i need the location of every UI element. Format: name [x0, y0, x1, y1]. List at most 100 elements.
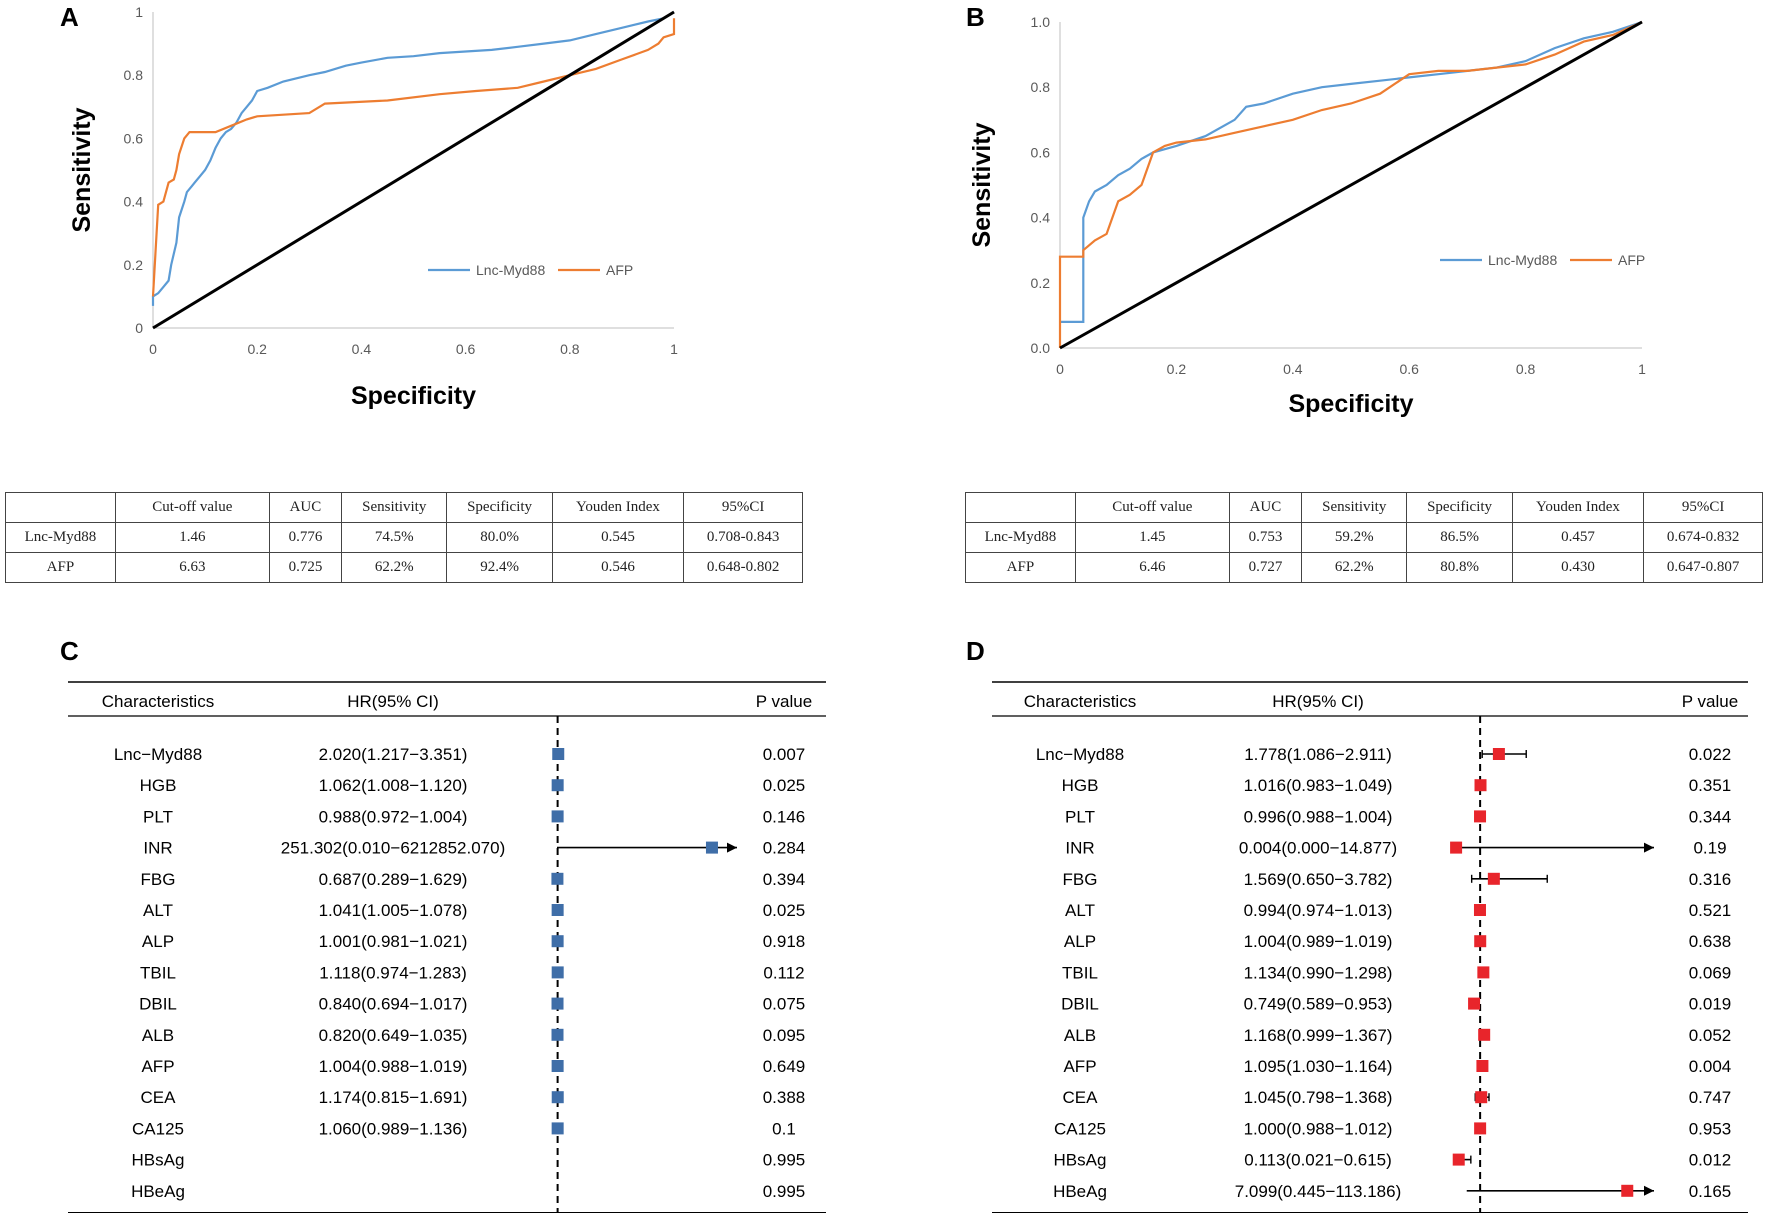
- row-p-value: 0.012: [1689, 1151, 1732, 1170]
- x-axis-title: Specificity: [351, 382, 476, 410]
- row-hr-text: 2.020(1.217−3.351): [319, 745, 468, 764]
- table-header-cell: Specificity: [1406, 492, 1513, 523]
- table-cell: 0.727: [1228, 552, 1303, 583]
- hr-marker: [552, 748, 565, 760]
- hr-marker: [1492, 748, 1505, 760]
- row-p-value: 0.638: [1689, 932, 1732, 951]
- row-p-value: 0.025: [763, 901, 806, 920]
- panel-label-b: B: [966, 2, 985, 32]
- row-hr-text: 1.168(0.999−1.367): [1244, 1026, 1393, 1045]
- row-label: HBeAg: [1053, 1182, 1107, 1201]
- row-hr-text: 1.134(0.990−1.298): [1244, 963, 1393, 982]
- hr-marker: [551, 872, 564, 885]
- row-p-value: 0.953: [1689, 1119, 1732, 1138]
- row-hr-text: 1.000(0.988−1.012): [1244, 1119, 1393, 1138]
- row-p-value: 0.095: [763, 1026, 806, 1045]
- y-tick-label: 0.8: [1031, 79, 1051, 95]
- x-tick-label: 0.6: [456, 341, 476, 357]
- row-label: CA125: [1054, 1119, 1106, 1138]
- row-hr-text: 1.778(1.086−2.911): [1244, 745, 1392, 764]
- table-header-cell: Cut-off value: [1074, 492, 1230, 523]
- header-hr: HR(95% CI): [347, 692, 439, 711]
- table-cell: 0.647-0.807: [1643, 552, 1763, 583]
- row-p-value: 0.052: [1689, 1026, 1732, 1045]
- row-label: PLT: [1065, 807, 1095, 826]
- row-p-value: 0.1: [772, 1119, 796, 1138]
- row-p-value: 0.649: [763, 1057, 806, 1076]
- row-label: HBeAg: [131, 1182, 185, 1201]
- table-cell: 0.545: [551, 522, 685, 553]
- hr-marker: [1478, 1028, 1491, 1041]
- forest-plot-c: Characteristics HR(95% CI) P value Lnc−Myd8…: [68, 681, 826, 1213]
- table-cell: AFP: [5, 552, 116, 583]
- hr-marker: [551, 1028, 564, 1041]
- table-cell: 0.708-0.843: [683, 522, 803, 553]
- table-cell: 74.5%: [341, 522, 448, 553]
- row-hr-text: 1.062(1.008−1.120): [319, 776, 468, 795]
- header-hr: HR(95% CI): [1272, 692, 1364, 711]
- row-p-value: 0.344: [1689, 807, 1732, 826]
- row-hr-text: 1.016(0.983−1.049): [1244, 776, 1393, 795]
- hr-marker: [1474, 935, 1487, 948]
- row-label: ALP: [142, 932, 174, 951]
- x-tick-label: 0.2: [247, 341, 267, 357]
- row-hr-text: 0.113(0.021−0.615): [1244, 1151, 1392, 1170]
- row-label: HGB: [140, 776, 177, 795]
- legend-label: AFP: [1618, 252, 1645, 268]
- table-cell: 1.46: [114, 522, 270, 553]
- row-hr-text: 0.820(0.649−1.035): [319, 1026, 468, 1045]
- row-label: Lnc−Myd88: [114, 745, 202, 764]
- row-hr-text: 1.118(0.974−1.283): [319, 963, 467, 982]
- row-hr-text: 1.041(1.005−1.078): [319, 901, 468, 920]
- row-hr-text: 0.996(0.988−1.004): [1244, 807, 1393, 826]
- hr-marker: [1474, 1122, 1487, 1135]
- table-cell: 0.457: [1511, 522, 1645, 553]
- row-label: DBIL: [139, 995, 177, 1014]
- row-p-value: 0.918: [763, 932, 806, 951]
- row-p-value: 0.022: [1689, 745, 1732, 764]
- table-cell: Lnc-Myd88: [965, 522, 1076, 553]
- hr-marker: [1452, 1153, 1465, 1166]
- row-label: ALB: [1064, 1026, 1096, 1045]
- table-cell: 62.2%: [1301, 552, 1408, 583]
- row-p-value: 0.316: [1689, 870, 1732, 889]
- row-label: HBsAg: [1054, 1151, 1107, 1170]
- row-p-value: 0.146: [763, 807, 806, 826]
- ci-arrow: [1644, 1185, 1654, 1196]
- hr-marker: [551, 1122, 564, 1135]
- row-p-value: 0.388: [763, 1088, 806, 1107]
- table-cell: 0.674-0.832: [1643, 522, 1763, 553]
- table-header-cell: Specificity: [446, 492, 553, 523]
- row-label: HGB: [1062, 776, 1099, 795]
- hr-marker: [551, 966, 564, 979]
- table-header-cell: Youden Index: [551, 492, 685, 523]
- x-tick-label: 1: [670, 341, 678, 357]
- x-tick-label: 0.8: [560, 341, 580, 357]
- hr-marker: [551, 997, 564, 1010]
- row-label: INR: [143, 839, 172, 858]
- row-p-value: 0.004: [1689, 1057, 1732, 1076]
- row-label: TBIL: [1062, 963, 1098, 982]
- table-cell: 0.430: [1511, 552, 1645, 583]
- table-header-cell: 95%CI: [1643, 492, 1763, 523]
- hr-marker: [1475, 1091, 1488, 1104]
- row-label: FBG: [141, 870, 176, 889]
- y-tick-label: 1.0: [1031, 14, 1051, 30]
- row-p-value: 0.019: [1689, 995, 1732, 1014]
- roc-curve-lnc-myd88: [1060, 20, 1643, 323]
- row-label: ALT: [143, 901, 173, 920]
- table-row: AFP 6.63 0.725 62.2% 92.4% 0.546 0.648-0…: [5, 552, 803, 583]
- table-cell: 0.546: [551, 552, 685, 583]
- row-label: CA125: [132, 1119, 184, 1138]
- hr-marker: [551, 904, 564, 916]
- row-p-value: 0.284: [763, 839, 806, 858]
- table-cell: Lnc-Myd88: [5, 522, 116, 553]
- x-tick-label: 0.4: [352, 341, 372, 357]
- row-hr-text: 0.840(0.694−1.017): [319, 995, 468, 1014]
- x-tick-label: 0: [149, 341, 157, 357]
- header-characteristics: Characteristics: [1024, 692, 1136, 711]
- roc-chart-a: 0 0.2 0.4 0.6 0.8 1 0 0.2 0.4 0.6 0.8 1 Lnc-Myd88 AFP…: [68, 4, 678, 410]
- y-tick-label: 0.2: [124, 257, 144, 273]
- x-tick-label: 0.8: [1516, 361, 1536, 377]
- table-header-cell: [5, 492, 116, 523]
